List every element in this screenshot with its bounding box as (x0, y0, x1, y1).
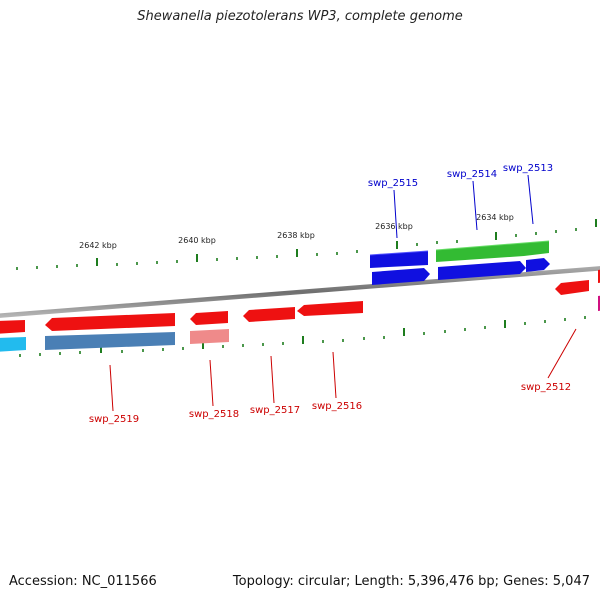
gene-label-swp2516[interactable]: swp_2516 (312, 401, 362, 412)
gene-label-swp2515[interactable]: swp_2515 (368, 178, 418, 189)
reverse-genes (0, 269, 600, 352)
callout-swp2516 (332, 351, 337, 399)
gene-swp2513-inner[interactable] (526, 258, 550, 272)
gene-left-edge-red[interactable] (0, 320, 25, 334)
gene-swp2513-outer[interactable] (524, 241, 549, 256)
callout-swp2514 (472, 180, 478, 231)
scale-label-2638: 2638 kbp (277, 231, 315, 240)
gene-swp2512[interactable] (555, 280, 589, 295)
accession-text: Accession: NC_011566 (9, 574, 157, 589)
gene-swp2517[interactable] (243, 307, 295, 322)
gene-label-swp2518[interactable]: swp_2518 (189, 409, 239, 420)
callout-swp2517 (270, 355, 275, 404)
gene-swp2518-outer[interactable] (190, 311, 228, 325)
gene-label-swp2512[interactable]: swp_2512 (521, 382, 571, 393)
gene-label-swp2513[interactable]: swp_2513 (503, 163, 553, 174)
gene-swp2518-inner[interactable] (190, 329, 229, 344)
callout-lines (109, 174, 577, 412)
map-title: Shewanella piezotolerans WP3, complete g… (137, 9, 463, 24)
gene-swp2519-inner[interactable] (45, 332, 175, 350)
scale-label-2636: 2636 kbp (375, 222, 413, 231)
scale-label-2634: 2634 kbp (476, 213, 514, 222)
gene-swp2514-inner[interactable] (438, 261, 526, 280)
genome-backbone (0, 266, 600, 318)
gene-swp2514-outer[interactable] (436, 243, 524, 262)
callout-swp2518 (209, 359, 214, 407)
gene-swp2516[interactable] (297, 301, 363, 316)
gene-swp2519-outer[interactable] (45, 313, 175, 331)
callout-swp2512 (547, 328, 577, 379)
genome-summary-text: Topology: circular; Length: 5,396,476 bp… (232, 574, 590, 589)
outer-scale-ticks (16, 219, 597, 270)
gene-left-edge-cyan[interactable] (0, 337, 26, 352)
callout-swp2515 (393, 189, 398, 239)
callout-swp2513 (527, 174, 534, 225)
gene-label-swp2517[interactable]: swp_2517 (250, 405, 300, 416)
scale-label-2640: 2640 kbp (178, 236, 216, 245)
gene-swp2515-inner[interactable] (372, 268, 430, 285)
gene-swp2515-outer[interactable] (370, 251, 428, 268)
gene-label-swp2519[interactable]: swp_2519 (89, 414, 139, 425)
gene-label-swp2514[interactable]: swp_2514 (447, 169, 497, 180)
inner-scale-ticks (19, 316, 586, 357)
forward-genes (369, 240, 550, 285)
scale-label-2642: 2642 kbp (79, 241, 117, 250)
callout-swp2519 (109, 364, 114, 412)
